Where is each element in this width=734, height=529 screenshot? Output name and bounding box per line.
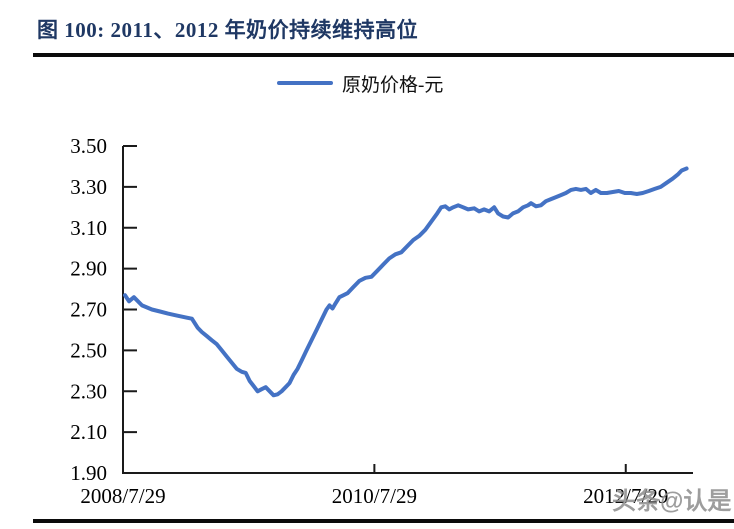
y-axis-tick-label: 3.30 (70, 175, 107, 199)
legend-line-swatch (277, 81, 333, 85)
y-axis-tick-label: 2.30 (70, 379, 107, 403)
figure-title: 图 100: 2011、2012 年奶价持续维持高位 (37, 18, 419, 42)
x-axis-tick-label: 2008/7/29 (80, 484, 165, 508)
x-axis-tick-label: 2010/7/29 (332, 484, 417, 508)
y-axis-tick-label: 3.10 (70, 216, 107, 240)
chart-legend: 原奶价格-元 (277, 70, 443, 96)
y-axis-tick-label: 2.70 (70, 298, 107, 322)
title-divider-rule (33, 53, 734, 57)
axis-frame (122, 146, 693, 474)
y-axis-tick-label: 2.90 (70, 257, 107, 281)
legend-label: 原奶价格-元 (342, 74, 444, 96)
bottom-rule (33, 519, 734, 523)
y-axis-tick-label: 2.50 (70, 338, 107, 362)
x-axis-tick-label: 2012/7/29 (583, 484, 668, 508)
raw-milk-price-line (123, 166, 689, 398)
watermark: 头条@认是 (612, 488, 732, 515)
y-axis-tick-label: 3.50 (70, 134, 107, 158)
y-axis-tick-label: 2.10 (70, 420, 107, 444)
y-axis-tick-label: 1.90 (70, 461, 107, 485)
